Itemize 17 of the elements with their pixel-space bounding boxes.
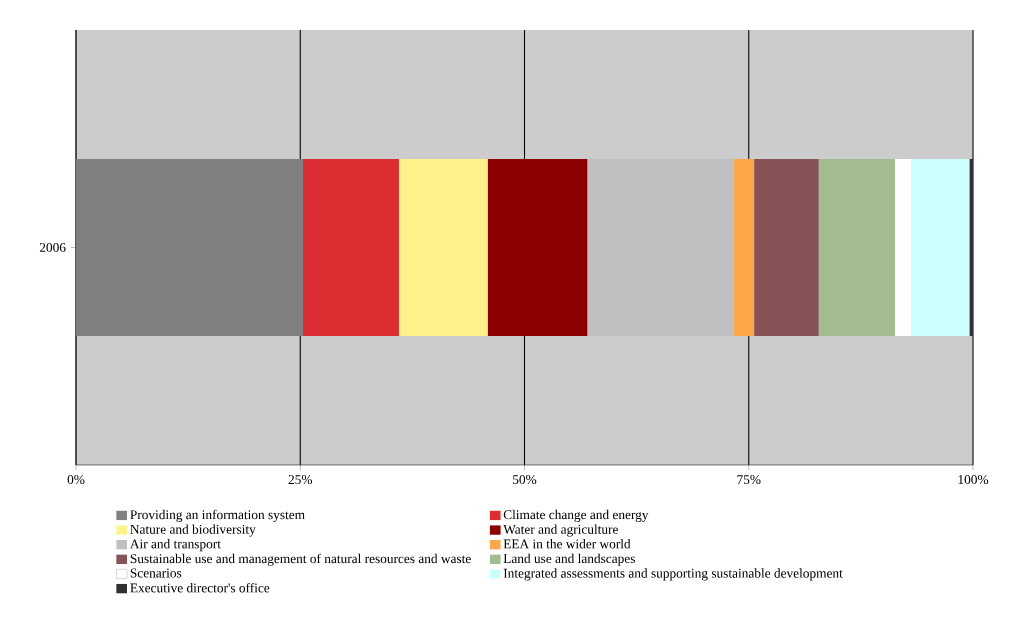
legend-label: Integrated assessments and supporting sustainable development xyxy=(503,568,843,581)
x-tick-label: 100% xyxy=(958,475,989,485)
x-tick-label: 75% xyxy=(737,475,761,485)
legend-label: Providing an information system xyxy=(130,509,305,523)
x-tick-label: 0% xyxy=(67,475,85,485)
legend-label: EEA in the wider world xyxy=(503,539,631,549)
legend-label: Air and transport xyxy=(130,539,221,552)
x-tick-label: 50% xyxy=(513,475,537,485)
legend-label: Sustainable use and management of natural resources and waste xyxy=(130,553,471,566)
legend-label: Climate change and energy xyxy=(503,509,649,522)
legend-label: Scenarios xyxy=(130,568,182,578)
legend-label: Water and agriculture xyxy=(503,524,618,537)
legend-label: Nature and biodiversity xyxy=(130,524,256,537)
y-tick-label: 2006 xyxy=(39,242,66,252)
legend-label: Land use and landscapes xyxy=(503,553,635,566)
legend-label: Executive director's office xyxy=(130,582,270,593)
x-tick-label: 25% xyxy=(288,475,313,485)
